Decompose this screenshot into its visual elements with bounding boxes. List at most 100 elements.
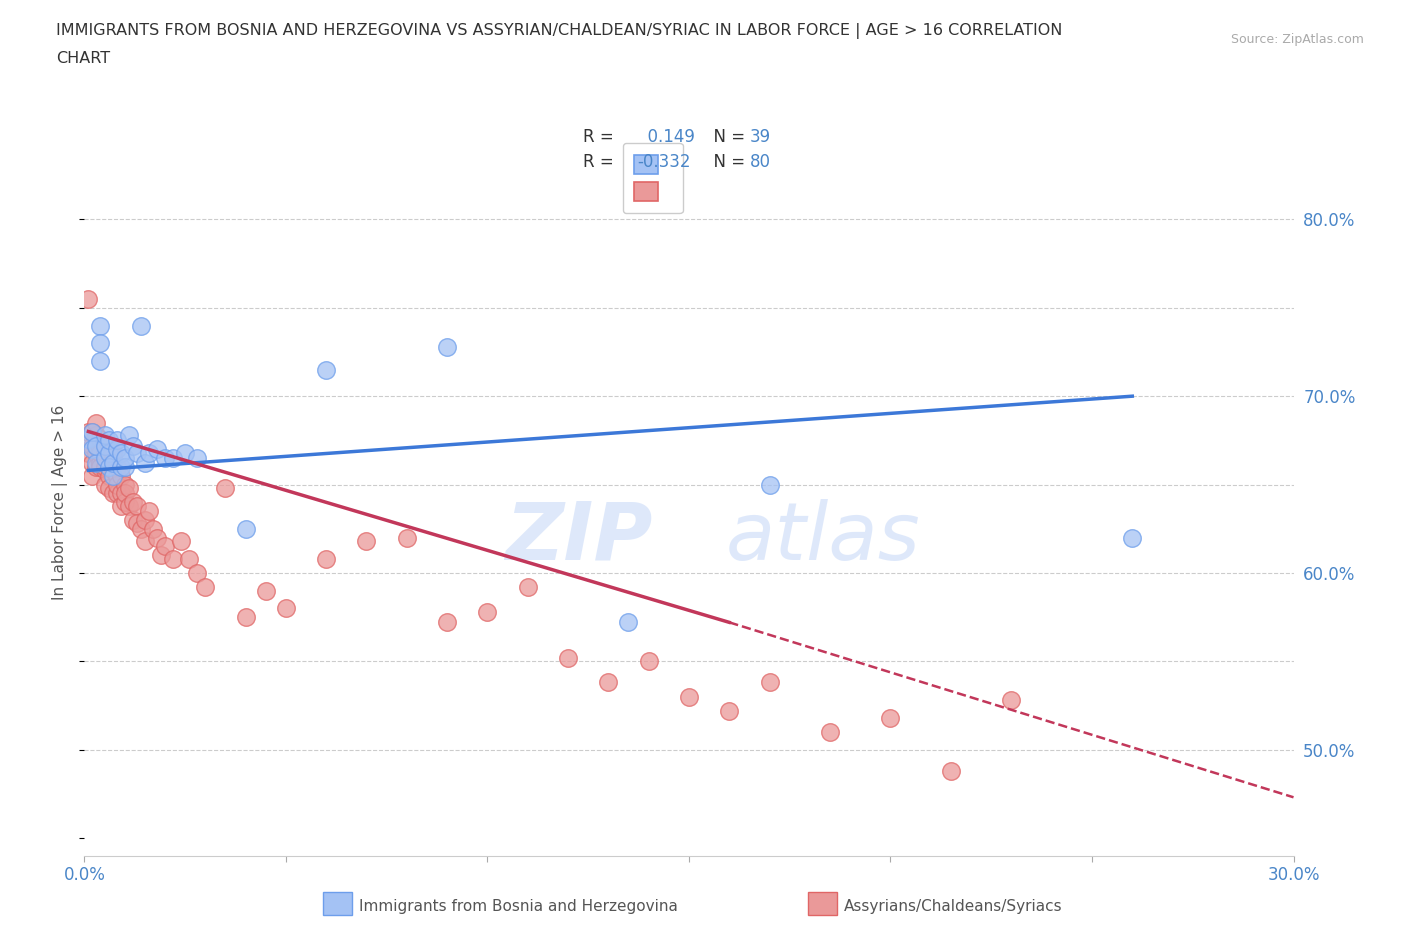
Point bbox=[93, 445, 115, 460]
Text: Source: ZipAtlas.com: Source: ZipAtlas.com bbox=[1230, 33, 1364, 46]
Point bbox=[138, 445, 160, 460]
Point bbox=[93, 463, 115, 478]
Point bbox=[101, 469, 124, 484]
Point bbox=[97, 459, 120, 474]
Legend: , : , bbox=[623, 143, 683, 213]
Point bbox=[118, 481, 141, 496]
Text: R =: R = bbox=[583, 153, 614, 171]
Point bbox=[86, 438, 108, 453]
Text: -0.332: -0.332 bbox=[637, 153, 690, 171]
Point bbox=[101, 463, 124, 478]
Point bbox=[82, 442, 104, 457]
Point bbox=[637, 654, 659, 669]
Point bbox=[118, 428, 141, 443]
Text: N =: N = bbox=[703, 128, 751, 146]
Point bbox=[114, 495, 136, 510]
Point bbox=[89, 336, 111, 351]
Point bbox=[114, 477, 136, 492]
Text: IMMIGRANTS FROM BOSNIA AND HERZEGOVINA VS ASSYRIAN/CHALDEAN/SYRIAC IN LABOR FORC: IMMIGRANTS FROM BOSNIA AND HERZEGOVINA V… bbox=[56, 23, 1063, 39]
Point bbox=[557, 650, 579, 665]
Point bbox=[162, 451, 184, 466]
Point bbox=[93, 459, 115, 474]
Point bbox=[315, 551, 337, 566]
Point bbox=[101, 451, 124, 466]
Point bbox=[125, 445, 148, 460]
Point bbox=[235, 522, 257, 537]
Point bbox=[254, 583, 277, 598]
Point bbox=[89, 442, 111, 457]
Point bbox=[134, 512, 156, 527]
Point bbox=[110, 459, 132, 474]
Text: R =: R = bbox=[583, 128, 614, 146]
Point bbox=[89, 353, 111, 368]
Point bbox=[678, 689, 700, 704]
Point bbox=[149, 548, 172, 563]
Point bbox=[146, 442, 169, 457]
Point bbox=[598, 675, 620, 690]
Point bbox=[110, 469, 132, 484]
Point bbox=[86, 416, 108, 431]
Point bbox=[121, 438, 143, 453]
Point bbox=[134, 456, 156, 471]
Point bbox=[162, 551, 184, 566]
Point bbox=[146, 530, 169, 545]
Point bbox=[194, 579, 217, 594]
Point bbox=[125, 498, 148, 513]
Text: atlas: atlas bbox=[725, 498, 920, 577]
Point bbox=[82, 438, 104, 453]
Y-axis label: In Labor Force | Age > 16: In Labor Force | Age > 16 bbox=[52, 405, 69, 600]
Point bbox=[86, 459, 108, 474]
Text: ZIP: ZIP bbox=[505, 498, 652, 577]
Point bbox=[477, 604, 499, 619]
Point bbox=[82, 424, 104, 439]
Point bbox=[758, 477, 780, 492]
Point bbox=[105, 477, 128, 492]
Point bbox=[77, 445, 100, 460]
Point bbox=[436, 615, 458, 630]
Point bbox=[129, 318, 152, 333]
Point bbox=[186, 565, 208, 580]
Text: 0.149: 0.149 bbox=[637, 128, 695, 146]
Point bbox=[105, 486, 128, 501]
Point bbox=[110, 498, 132, 513]
Point bbox=[105, 442, 128, 457]
Point bbox=[82, 469, 104, 484]
Point bbox=[93, 451, 115, 466]
Point bbox=[93, 438, 115, 453]
Point bbox=[86, 456, 108, 471]
Point bbox=[77, 424, 100, 439]
Point bbox=[235, 610, 257, 625]
Point bbox=[89, 318, 111, 333]
Point bbox=[121, 512, 143, 527]
Point bbox=[86, 428, 108, 443]
Point bbox=[114, 459, 136, 474]
Point bbox=[93, 438, 115, 453]
Text: Assyrians/Chaldeans/Syriacs: Assyrians/Chaldeans/Syriacs bbox=[844, 899, 1062, 914]
Point bbox=[97, 438, 120, 453]
Point bbox=[939, 764, 962, 778]
Point bbox=[1000, 693, 1022, 708]
Point bbox=[186, 451, 208, 466]
Point bbox=[114, 486, 136, 501]
Point bbox=[89, 432, 111, 446]
Point bbox=[97, 445, 120, 460]
Point bbox=[89, 456, 111, 471]
Point bbox=[214, 481, 236, 496]
Text: 39: 39 bbox=[749, 128, 770, 146]
Point bbox=[818, 724, 841, 739]
Point bbox=[179, 551, 201, 566]
Point bbox=[516, 579, 538, 594]
Point bbox=[97, 445, 120, 460]
Point bbox=[125, 516, 148, 531]
Point bbox=[89, 459, 111, 474]
Point bbox=[142, 522, 165, 537]
Point bbox=[134, 534, 156, 549]
Point bbox=[617, 615, 640, 630]
Point bbox=[879, 711, 901, 725]
Point bbox=[82, 424, 104, 439]
Point bbox=[395, 530, 418, 545]
Point bbox=[86, 445, 108, 460]
Point bbox=[170, 534, 193, 549]
Text: N =: N = bbox=[703, 153, 751, 171]
Point bbox=[101, 456, 124, 471]
